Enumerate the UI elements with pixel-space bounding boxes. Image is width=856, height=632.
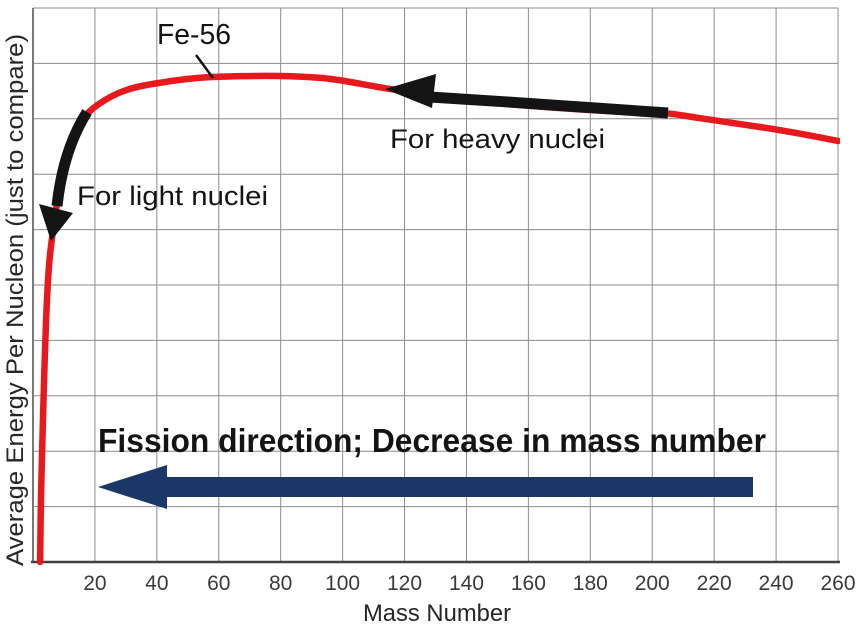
fission-direction-arrow <box>98 465 753 509</box>
x-tick-label: 80 <box>269 572 292 595</box>
x-axis-tick-labels: 20 40 60 80 100 120 140 160 180 200 220 240 260 <box>83 572 855 595</box>
heavy-nuclei-label: For heavy nuclei <box>390 124 605 154</box>
fe56-label: Fe-56 <box>157 19 231 51</box>
x-tick-label: 120 <box>387 572 422 595</box>
x-axis-title: Mass Number <box>363 600 511 627</box>
x-tick-label: 220 <box>697 572 732 595</box>
x-tick-label: 260 <box>820 572 855 595</box>
x-tick-label: 240 <box>759 572 794 595</box>
light-nuclei-arrow <box>39 109 92 241</box>
x-tick-label: 140 <box>449 572 484 595</box>
y-axis-title: Average Energy Per Nucleon (just to comp… <box>2 34 29 566</box>
x-tick-label: 180 <box>573 572 608 595</box>
x-tick-label: 160 <box>511 572 546 595</box>
x-tick-label: 60 <box>207 572 230 595</box>
fe56-pointer-line <box>194 54 215 79</box>
heavy-nuclei-arrow <box>385 74 669 119</box>
fission-direction-label: Fission direction; Decrease in mass numb… <box>98 422 766 459</box>
x-tick-label: 20 <box>83 572 106 595</box>
x-tick-label: 100 <box>325 572 360 595</box>
light-nuclei-label: For light nuclei <box>77 181 268 211</box>
x-tick-label: 40 <box>145 572 168 595</box>
x-tick-label: 200 <box>635 572 670 595</box>
